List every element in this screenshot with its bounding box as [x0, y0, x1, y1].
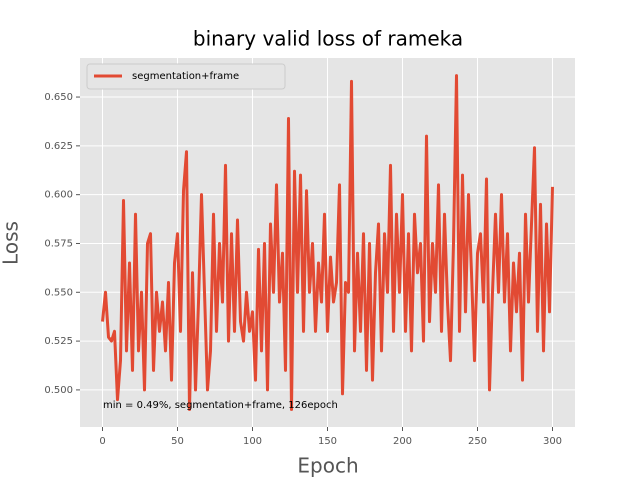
y-tick-label: 0.625 — [44, 141, 73, 152]
legend: segmentation+frame — [86, 63, 286, 90]
marks — [101, 74, 554, 411]
annotation: min = 0.49%, segmentation+frame, 126epoc… — [103, 400, 338, 411]
x-axis-label: Epoch — [297, 454, 358, 478]
x-tick-label: 0 — [99, 436, 105, 447]
y-tick-label: 0.500 — [44, 385, 73, 396]
y-axis-label: Loss — [0, 221, 23, 265]
x-tick-label: 250 — [468, 436, 487, 447]
x-tick-label: 150 — [318, 436, 337, 447]
y-tick-label: 0.525 — [44, 336, 73, 347]
legend-box — [86, 63, 286, 90]
x-tick-label: 300 — [543, 436, 562, 447]
x-tick-label: 100 — [243, 436, 262, 447]
grid — [76, 58, 575, 431]
y-tick-label: 0.550 — [44, 287, 73, 298]
y-tick-label: 0.650 — [44, 92, 73, 103]
x-tick-label: 50 — [171, 436, 184, 447]
chart-title: binary valid loss of rameka — [193, 27, 463, 51]
x-tick-label: 200 — [393, 436, 412, 447]
y-tick-label: 0.600 — [44, 190, 73, 201]
y-tick-label: 0.575 — [44, 238, 73, 249]
legend-label: segmentation+frame — [132, 71, 239, 82]
line — [101, 74, 554, 411]
